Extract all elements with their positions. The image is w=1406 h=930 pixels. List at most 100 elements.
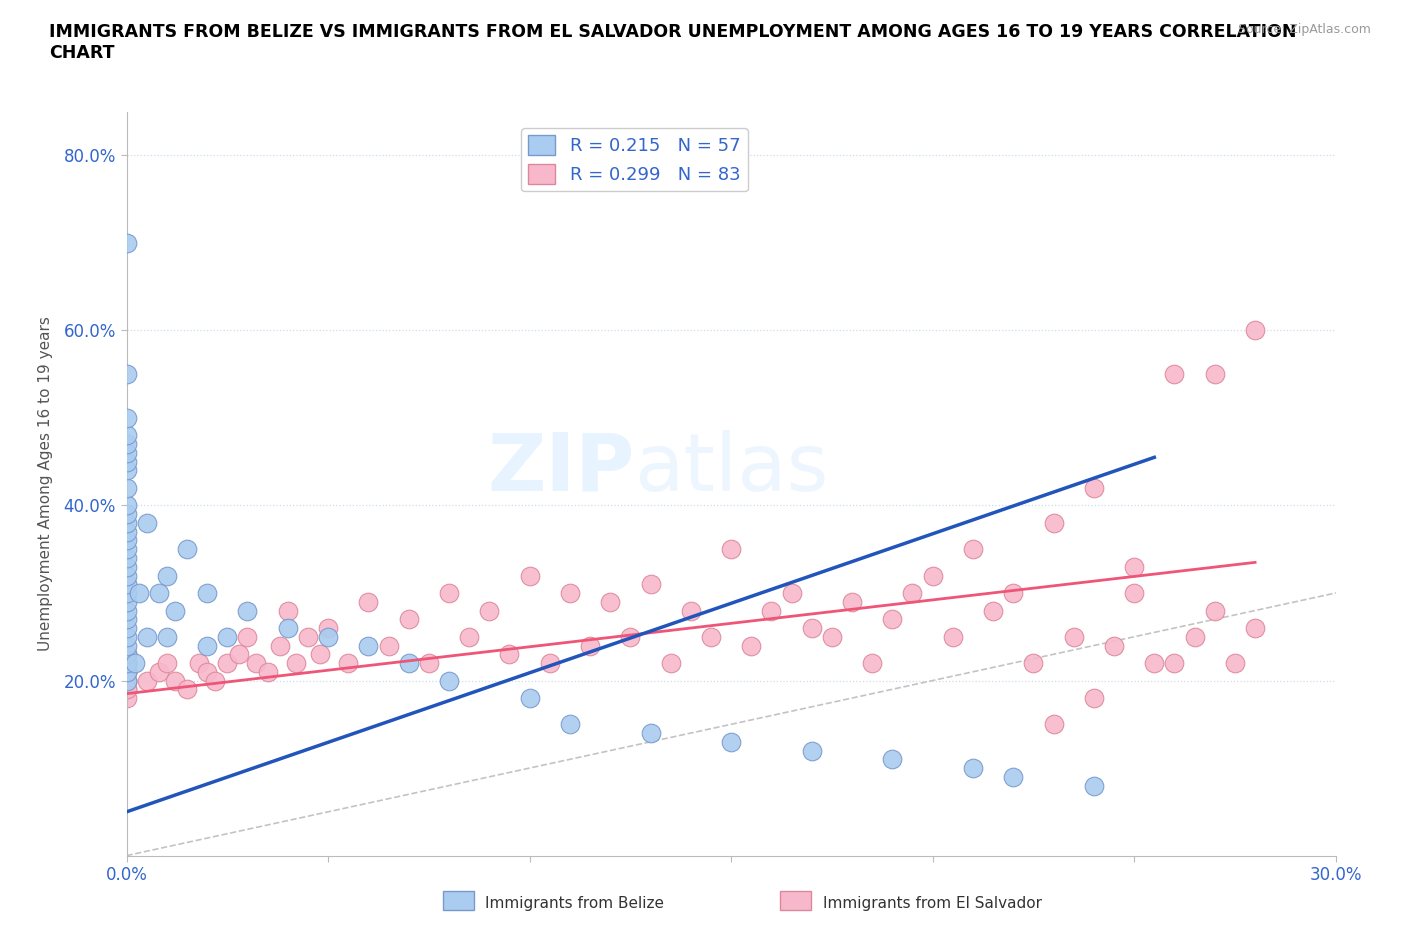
- Point: [1123, 559, 1146, 574]
- Point: [277, 603, 299, 618]
- Point: [195, 638, 218, 653]
- Point: [115, 445, 138, 460]
- Point: [619, 630, 641, 644]
- Point: [780, 586, 803, 601]
- Point: [659, 656, 682, 671]
- Point: [297, 630, 319, 644]
- Point: [437, 673, 460, 688]
- Point: [115, 691, 138, 706]
- Point: [1083, 481, 1105, 496]
- Point: [538, 656, 561, 671]
- Point: [269, 638, 291, 653]
- Point: [1042, 717, 1064, 732]
- Point: [176, 682, 198, 697]
- Point: [284, 656, 307, 671]
- Point: [115, 533, 138, 548]
- Point: [115, 577, 138, 591]
- Point: [156, 568, 179, 583]
- Point: [357, 594, 380, 609]
- Point: [398, 612, 420, 627]
- Point: [679, 603, 702, 618]
- Point: [128, 586, 150, 601]
- Point: [115, 507, 138, 522]
- Point: [156, 630, 179, 644]
- Point: [115, 586, 138, 601]
- Point: [115, 498, 138, 513]
- Point: [148, 586, 170, 601]
- Point: [700, 630, 723, 644]
- Point: [115, 594, 138, 609]
- Point: [1184, 630, 1206, 644]
- Point: [245, 656, 267, 671]
- Point: [720, 735, 742, 750]
- Point: [115, 682, 138, 697]
- Point: [942, 630, 965, 644]
- Point: [981, 603, 1004, 618]
- Point: [115, 559, 138, 574]
- Point: [115, 428, 138, 443]
- Point: [720, 542, 742, 557]
- Point: [115, 620, 138, 635]
- Point: [115, 673, 138, 688]
- Point: [124, 656, 146, 671]
- Text: Immigrants from El Salvador: Immigrants from El Salvador: [823, 897, 1042, 911]
- Point: [115, 673, 138, 688]
- Point: [115, 463, 138, 478]
- Point: [901, 586, 924, 601]
- Point: [156, 656, 179, 671]
- Point: [176, 542, 198, 557]
- Point: [1163, 366, 1185, 381]
- Text: Source: ZipAtlas.com: Source: ZipAtlas.com: [1237, 23, 1371, 36]
- Point: [115, 235, 138, 250]
- Point: [1022, 656, 1045, 671]
- Point: [236, 603, 259, 618]
- Point: [115, 647, 138, 662]
- Point: [277, 620, 299, 635]
- Point: [115, 673, 138, 688]
- Point: [458, 630, 481, 644]
- Point: [640, 725, 662, 740]
- Y-axis label: Unemployment Among Ages 16 to 19 years: Unemployment Among Ages 16 to 19 years: [38, 316, 52, 651]
- Point: [558, 717, 581, 732]
- Point: [217, 630, 239, 644]
- Point: [1163, 656, 1185, 671]
- Point: [860, 656, 883, 671]
- Point: [377, 638, 399, 653]
- Point: [195, 586, 218, 601]
- Point: [309, 647, 332, 662]
- Point: [188, 656, 211, 671]
- Text: atlas: atlas: [634, 430, 828, 508]
- Point: [519, 691, 541, 706]
- Point: [1002, 769, 1025, 784]
- Text: IMMIGRANTS FROM BELIZE VS IMMIGRANTS FROM EL SALVADOR UNEMPLOYMENT AMONG AGES 16: IMMIGRANTS FROM BELIZE VS IMMIGRANTS FRO…: [49, 23, 1296, 62]
- Point: [478, 603, 501, 618]
- Point: [115, 656, 138, 671]
- Point: [135, 673, 157, 688]
- Point: [163, 603, 186, 618]
- Point: [115, 551, 138, 565]
- Point: [115, 656, 138, 671]
- Text: Immigrants from Belize: Immigrants from Belize: [485, 897, 664, 911]
- Point: [115, 568, 138, 583]
- Point: [558, 586, 581, 601]
- Point: [115, 630, 138, 644]
- Point: [115, 542, 138, 557]
- Point: [115, 638, 138, 653]
- Point: [800, 743, 823, 758]
- Text: ZIP: ZIP: [486, 430, 634, 508]
- Point: [115, 664, 138, 679]
- Point: [398, 656, 420, 671]
- Point: [640, 577, 662, 591]
- Point: [115, 647, 138, 662]
- Point: [135, 515, 157, 530]
- Point: [437, 586, 460, 601]
- Point: [962, 542, 984, 557]
- Point: [800, 620, 823, 635]
- Point: [316, 620, 339, 635]
- Point: [1143, 656, 1166, 671]
- Point: [337, 656, 360, 671]
- Point: [1083, 778, 1105, 793]
- Point: [316, 630, 339, 644]
- Point: [1244, 620, 1267, 635]
- Point: [1244, 323, 1267, 338]
